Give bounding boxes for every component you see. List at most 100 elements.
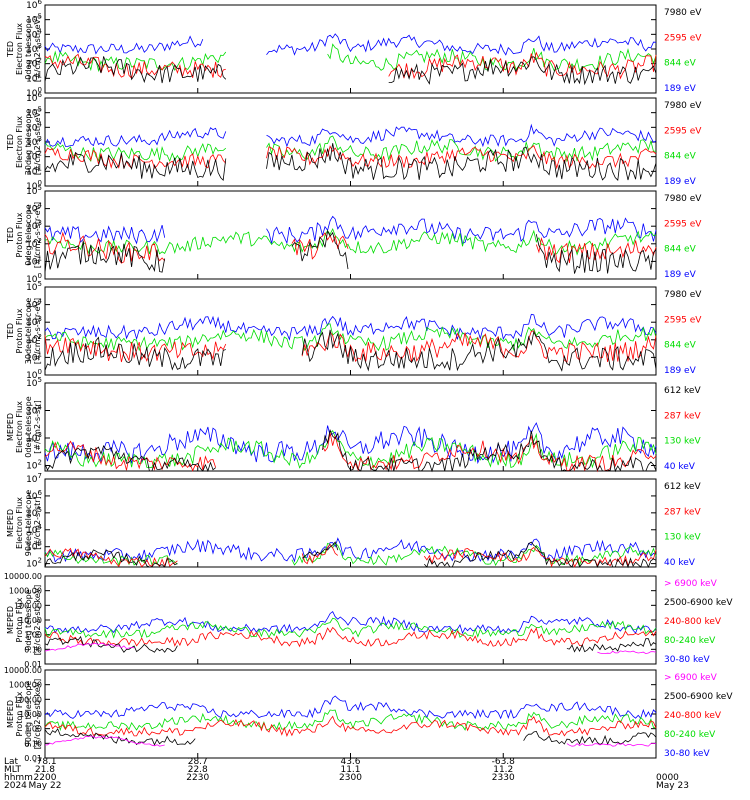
- series-trace: [44, 642, 657, 655]
- legend-entry: 7980 eV: [664, 290, 702, 300]
- legend-entry: 7980 eV: [664, 101, 702, 111]
- y-tick-label: 10.00: [19, 710, 42, 719]
- panel-frame: [44, 478, 657, 568]
- legend-entry: 844 eV: [664, 152, 697, 162]
- series-trace: [44, 537, 657, 563]
- y-axis-label-line: 0deg telescope: [24, 18, 33, 79]
- legend-entry: 240-800 keV: [664, 711, 722, 721]
- y-tick-label: 0.10: [24, 645, 42, 654]
- series-trace: [44, 123, 657, 148]
- y-axis-label-line: [#/cm2-s-str]: [33, 496, 42, 549]
- series-trace: [44, 542, 657, 567]
- y-tick-label: 102: [26, 557, 42, 570]
- series-trace: [44, 229, 657, 274]
- y-axis-label-line: Proton Flux: [15, 212, 24, 257]
- series-trace: [44, 43, 657, 73]
- y-axis-label-line: [#/cm2-s-str]: [33, 400, 42, 453]
- time-axis-value: 0000: [656, 773, 679, 783]
- y-axis-label-line: Electron Flux: [15, 23, 24, 75]
- time-axis-row-label: 2024: [4, 781, 27, 791]
- time-axis-row-label: Lat: [4, 757, 19, 767]
- time-axis-value: May 22: [29, 781, 62, 791]
- legend-entry: 40 keV: [664, 558, 696, 568]
- y-tick-label: 107: [26, 472, 42, 485]
- series-trace: [44, 313, 657, 341]
- time-axis-value: 28.7: [188, 757, 208, 767]
- panel-8: 0.01 0.10 1.00 10.00 100.00 1000.00 10000.00 ME…: [4, 666, 734, 763]
- panel-7: 0.01 0.10 1.00 10.00 100.00 1000.00 10000.00 ME…: [4, 572, 734, 669]
- y-axis-label: MEPEDElectron Flux0deg telescope[#/cm2-s…: [6, 396, 42, 457]
- y-axis-label-line: [#/cm2-s-str-eV]: [33, 202, 42, 268]
- y-tick-label: 102: [26, 459, 42, 472]
- y-tick-label: 0.01: [24, 660, 42, 669]
- series-trace: [44, 635, 657, 653]
- y-tick-label: 100.00: [14, 601, 42, 610]
- legend-entry: 2595 eV: [664, 126, 702, 136]
- y-axis-label-line: Proton Flux: [15, 691, 24, 736]
- legend-entry: 2500-6900 keV: [664, 598, 733, 608]
- time-axis-value: 21.8: [35, 765, 55, 775]
- time-axis-value: 11.1: [340, 765, 360, 775]
- legend-entry: 287 keV: [664, 411, 701, 421]
- panel-frame: [44, 190, 657, 280]
- y-axis-label-line: [#/cm2-s-str-keV]: [33, 585, 42, 656]
- y-axis-label-line: 0deg telescope: [24, 589, 33, 650]
- y-tick-label: 1.00: [24, 725, 42, 734]
- legend-entry: > 6900 keV: [664, 579, 718, 589]
- time-axis-value: 22.8: [188, 765, 208, 775]
- legend-entry: 2595 eV: [664, 33, 702, 43]
- series-trace: [44, 541, 657, 569]
- series-trace: [44, 56, 657, 86]
- legend-entry: 80-240 keV: [664, 636, 716, 646]
- y-axis-label: TEDElectron Flux0deg telescope[#/cm2-s-s…: [6, 16, 42, 82]
- y-tick-label: 1.00: [24, 631, 42, 640]
- y-tick-label: 1000.00: [9, 681, 42, 690]
- time-axis-value: May 23: [656, 781, 689, 791]
- y-axis-label-line: MEPED: [6, 509, 15, 537]
- y-axis-label-line: TED: [6, 227, 15, 244]
- y-axis-label-line: [#/cm2-s-str-eV]: [33, 298, 42, 364]
- time-axis-value: 2200: [34, 773, 57, 783]
- legend-entry: 612 keV: [664, 386, 701, 396]
- series-trace: [44, 428, 657, 473]
- series-trace: [44, 617, 657, 639]
- time-axis-value: -63.8: [492, 757, 516, 767]
- y-axis-label-line: [#/cm2-s-str-eV]: [33, 16, 42, 82]
- y-tick-label: 10000.00: [4, 572, 42, 581]
- y-axis-label-line: TED: [6, 323, 15, 340]
- y-tick-label: 10.00: [19, 616, 42, 625]
- legend-entry: 844 eV: [664, 245, 697, 255]
- legend-entry: 844 eV: [664, 341, 697, 351]
- series-trace: [44, 728, 657, 746]
- legend-entry: 189 eV: [664, 84, 697, 94]
- y-axis-label-line: 90deg telescope: [24, 490, 33, 557]
- legend-entry: 30-80 keV: [664, 655, 710, 665]
- legend-entry: 240-800 keV: [664, 617, 722, 627]
- y-axis-label: TEDElectron Flux30deg telescope[#/cm2-s-…: [6, 109, 42, 176]
- y-axis-label-line: 90deg telescope: [24, 681, 33, 748]
- legend-entry: 7980 eV: [664, 194, 702, 204]
- time-axis-row-label: MLT: [4, 765, 22, 775]
- legend-entry: 40 keV: [664, 462, 696, 472]
- panel-frame: [44, 4, 657, 94]
- y-tick-label: 1000.00: [9, 587, 42, 596]
- legend-entry: 189 eV: [664, 177, 697, 187]
- y-axis-label: MEPEDProton Flux90deg telescope[#/cm2-s-…: [6, 679, 42, 750]
- series-trace: [44, 422, 657, 465]
- y-axis-label-line: 0deg telescope: [24, 204, 33, 265]
- y-axis-label: TEDProton Flux0deg telescope[#/cm2-s-str…: [6, 202, 42, 268]
- series-trace: [44, 215, 657, 245]
- legend-entry: 844 eV: [664, 59, 697, 69]
- time-axis-row-label: hhmm: [4, 773, 33, 783]
- legend-entry: 7980 eV: [664, 8, 702, 18]
- series-trace: [44, 329, 657, 372]
- legend-entry: 612 keV: [664, 482, 701, 492]
